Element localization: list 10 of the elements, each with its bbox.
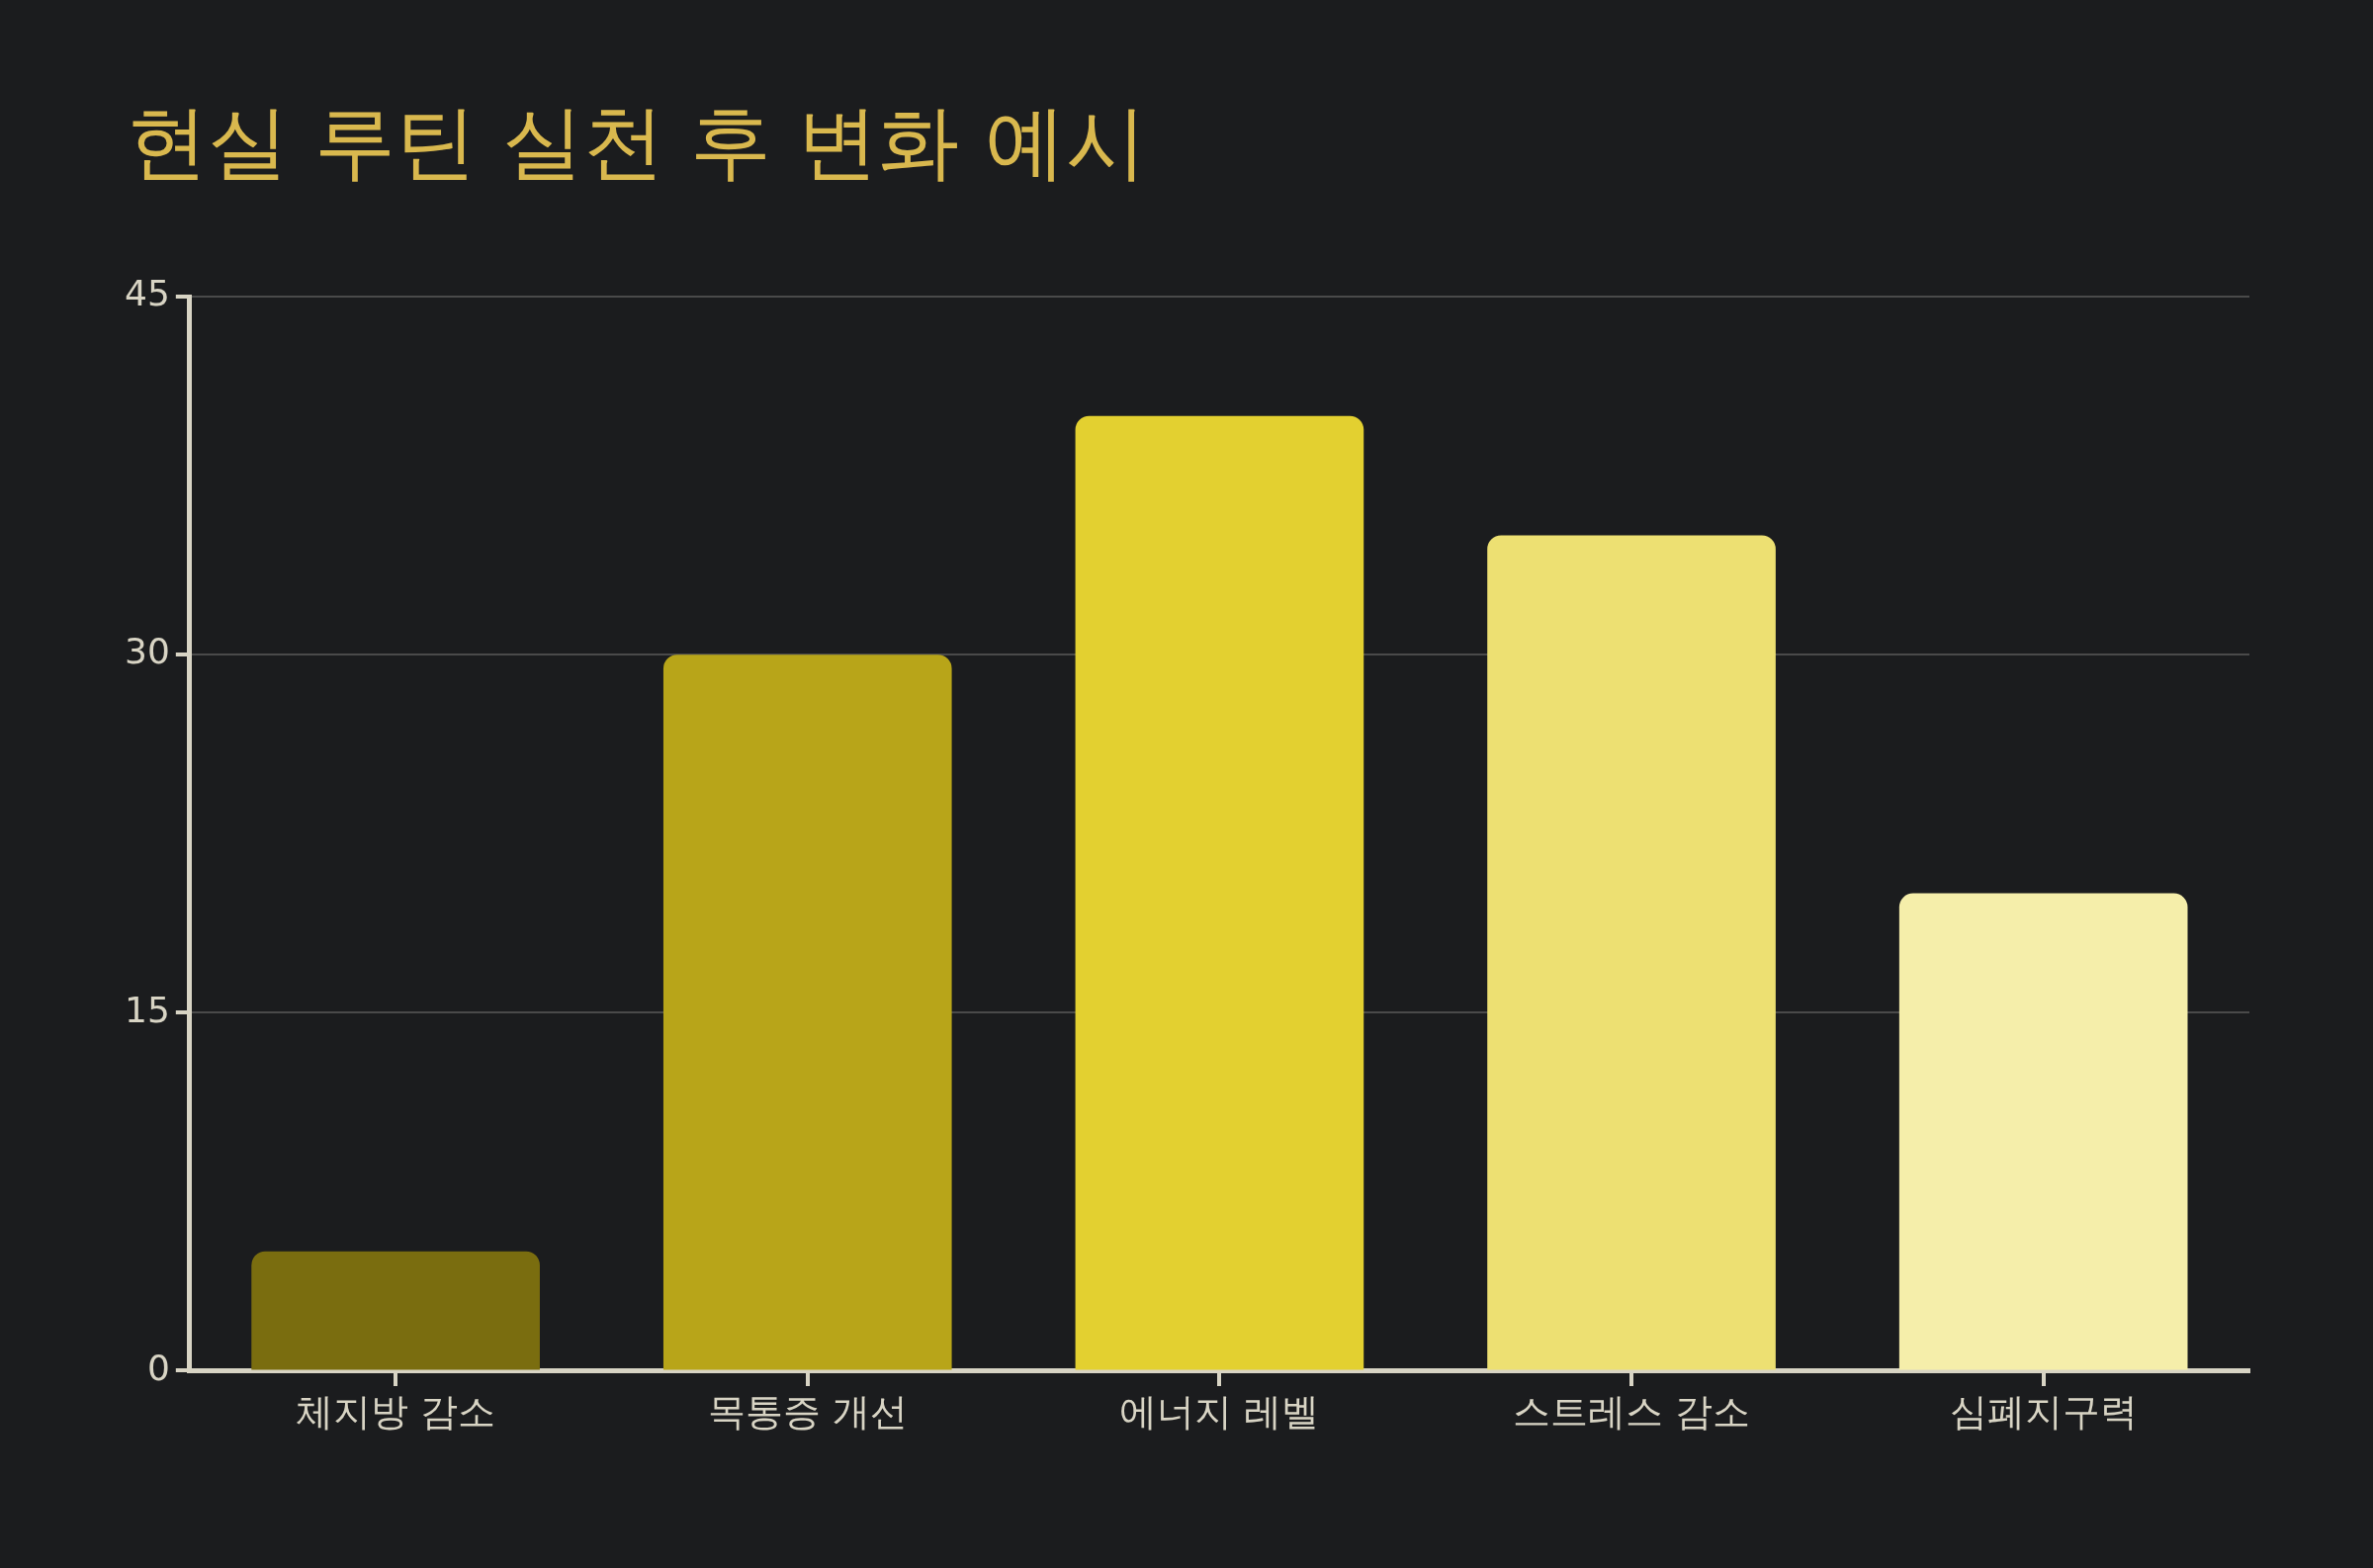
x-tick-label: 스트레스 감소 <box>1513 1390 1751 1435</box>
x-tick-label: 목통증 개선 <box>707 1390 908 1435</box>
y-tick-label: 0 <box>146 1347 170 1388</box>
x-tick-label: 에너지 레벨 <box>1119 1390 1320 1435</box>
y-tick-label: 30 <box>125 631 170 672</box>
x-tick-label: 체지방 감소 <box>296 1390 496 1435</box>
x-tick-label: 심폐지구력 <box>1949 1390 2138 1435</box>
y-tick-label: 15 <box>125 989 170 1030</box>
y-tick-label: 45 <box>125 273 170 314</box>
chart-title: 현실 루틴 실천 후 변화 예시 <box>127 94 1148 191</box>
